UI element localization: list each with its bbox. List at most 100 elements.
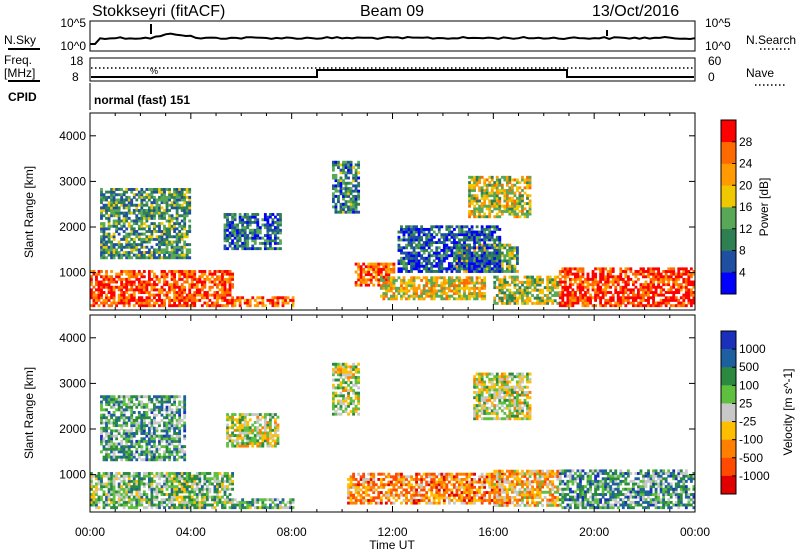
power-cell xyxy=(155,298,159,302)
power-cell xyxy=(642,275,645,279)
velocity-cell xyxy=(286,506,290,510)
power-cell xyxy=(135,301,139,305)
power-cell xyxy=(505,267,509,271)
power-cell xyxy=(508,291,512,295)
power-cell xyxy=(664,291,668,294)
velocity-cell xyxy=(112,474,116,478)
power-cell xyxy=(453,281,456,285)
power-cell xyxy=(407,278,411,282)
power-cell xyxy=(374,262,378,266)
power-cell xyxy=(551,283,555,287)
power-cell xyxy=(147,253,151,257)
power-cell xyxy=(132,272,136,276)
power-cell xyxy=(263,247,267,251)
power-cell xyxy=(526,178,529,182)
power-cell xyxy=(410,230,413,234)
power-cell xyxy=(374,265,378,269)
power-cell xyxy=(523,294,527,297)
power-cell xyxy=(122,201,126,205)
power-cell xyxy=(510,251,514,255)
power-cell xyxy=(246,234,250,237)
power-cell xyxy=(165,188,169,191)
power-cell xyxy=(130,285,134,289)
power-cell xyxy=(458,225,461,229)
power-cell xyxy=(158,222,161,226)
velocity-cell xyxy=(392,483,396,487)
velocity-cell xyxy=(163,485,166,489)
power-cell xyxy=(422,259,426,263)
power-cell xyxy=(619,304,623,308)
power-cell xyxy=(142,232,146,236)
power-cell xyxy=(357,197,361,201)
power-cell xyxy=(117,296,121,300)
power-cell xyxy=(110,188,113,191)
power-cell xyxy=(367,265,371,269)
power-cell xyxy=(185,256,189,260)
power-cell xyxy=(677,277,681,281)
power-cell xyxy=(674,272,678,276)
velocity-cell xyxy=(407,491,411,495)
velocity-cell xyxy=(427,472,431,476)
power-cell xyxy=(115,251,119,254)
power-cell xyxy=(493,191,497,195)
power-cell xyxy=(427,281,431,285)
velocity-cell xyxy=(258,498,262,502)
power-cell xyxy=(122,304,126,308)
velocity-cell xyxy=(105,485,108,489)
power-cell xyxy=(115,253,119,257)
velocity-cell xyxy=(228,482,232,486)
power-cell xyxy=(193,291,197,294)
power-cell xyxy=(410,254,413,258)
power-cell xyxy=(644,291,648,294)
velocity-cell xyxy=(400,493,403,497)
power-cell xyxy=(619,275,623,279)
velocity-cell xyxy=(389,488,393,492)
power-cell xyxy=(420,238,424,242)
power-cell xyxy=(110,190,113,194)
power-cell xyxy=(90,277,93,281)
velocity-cell xyxy=(223,479,227,483)
power-cell xyxy=(100,270,103,273)
velocity-cell xyxy=(349,483,353,487)
power-cell xyxy=(140,251,144,254)
power-cell xyxy=(473,256,476,260)
power-cell xyxy=(470,267,474,271)
power-cell xyxy=(374,273,378,277)
power-cell xyxy=(432,225,436,229)
power-cell xyxy=(105,227,108,231)
power-cell xyxy=(503,246,507,250)
power-cell xyxy=(153,285,156,289)
velocity-cell xyxy=(117,487,121,491)
power-cell xyxy=(163,277,166,281)
power-cell xyxy=(147,298,151,302)
power-cell xyxy=(120,237,124,241)
power-cell xyxy=(427,278,431,282)
power-cell xyxy=(137,219,141,223)
velocity-cell xyxy=(208,482,212,486)
power-cell xyxy=(168,214,171,218)
power-cell xyxy=(150,230,154,233)
power-cell xyxy=(460,278,464,282)
power-cell xyxy=(218,270,222,273)
power-colorbar-swatch xyxy=(721,163,736,186)
power-cell xyxy=(566,293,570,297)
power-cell xyxy=(493,256,497,260)
power-cell xyxy=(238,304,242,308)
power-cell xyxy=(150,298,154,302)
power-cell xyxy=(168,230,171,233)
power-cell xyxy=(599,285,603,289)
velocity-cell xyxy=(198,500,202,504)
power-cell xyxy=(145,230,149,233)
power-cell xyxy=(150,216,154,220)
nsky-panel: N.Sky 10^5 10^0 10^5 10^0 N.Search xyxy=(4,16,796,53)
power-cell xyxy=(117,298,121,302)
velocity-cell xyxy=(185,485,189,489)
power-cell xyxy=(367,270,371,274)
power-cell xyxy=(158,235,161,239)
power-cell xyxy=(460,238,464,242)
power-cell xyxy=(135,198,139,202)
power-cell xyxy=(342,160,345,164)
power-cell xyxy=(193,283,197,287)
power-cell xyxy=(470,225,474,229)
power-cell xyxy=(425,238,429,242)
